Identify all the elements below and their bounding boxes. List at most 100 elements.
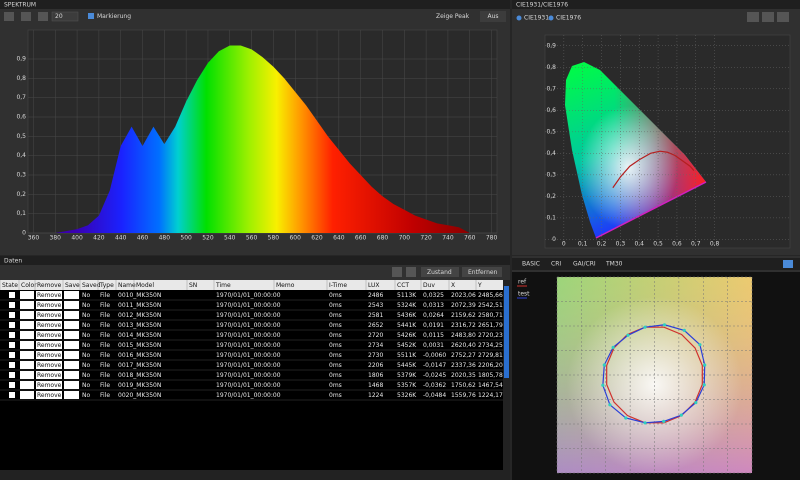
legend-label: ref — [518, 279, 527, 286]
column-header: Color — [21, 282, 37, 289]
table-cell: 2720 — [368, 332, 383, 339]
y-tick-label: 0,3 — [16, 172, 26, 179]
state-checkbox[interactable] — [9, 302, 15, 308]
table-cell: 2023,06 — [451, 292, 476, 299]
state-checkbox[interactable] — [9, 382, 15, 388]
column-header: Name — [118, 282, 136, 289]
toolbar-button[interactable] — [38, 12, 48, 21]
tab[interactable]: CIE1976 — [556, 15, 581, 22]
state-checkbox[interactable] — [9, 342, 15, 348]
color-swatch — [20, 311, 34, 319]
zoom-button[interactable] — [762, 12, 774, 22]
state-checkbox[interactable] — [9, 352, 15, 358]
export-button[interactable] — [783, 260, 793, 268]
tab-icon — [548, 15, 554, 21]
y-tick-label: 0,8 — [16, 75, 26, 82]
table-cell: 0ms — [329, 292, 342, 299]
hue-point — [682, 328, 686, 333]
count-input[interactable] — [51, 11, 79, 22]
x-tick-label: 740 — [442, 235, 454, 242]
locus-line — [612, 150, 695, 189]
column-header: Memo — [276, 282, 295, 289]
remove-button[interactable] — [36, 391, 62, 399]
table-cell: File — [100, 382, 110, 389]
table-cell: 0,0325 — [423, 292, 444, 299]
hue-point — [662, 419, 666, 423]
y-tick-label: 0 — [552, 236, 556, 243]
x-tick-label: 0 — [562, 241, 566, 248]
toolbar-button[interactable] — [4, 12, 14, 21]
state-checkbox[interactable] — [9, 392, 15, 398]
table-cell: File — [100, 392, 110, 399]
table-cell: -0,0147 — [423, 362, 446, 369]
remove-dropdown[interactable] — [462, 267, 502, 277]
table-cell: 2651,79 — [478, 322, 503, 329]
tab[interactable]: TM30 — [605, 261, 623, 268]
x-tick-label: 620 — [311, 235, 323, 242]
table-cell: 2752,27 — [451, 352, 476, 359]
table-cell: Remove — [37, 372, 62, 379]
table-cell: Remove — [37, 362, 62, 369]
tab[interactable]: GAI/CRI — [573, 261, 596, 268]
remove-button[interactable] — [36, 361, 62, 369]
remove-button[interactable] — [36, 291, 62, 299]
table-cell: File — [100, 332, 110, 339]
remove-button[interactable] — [36, 311, 62, 319]
remove-button[interactable] — [36, 341, 62, 349]
remove-button[interactable] — [36, 331, 62, 339]
table-cell: No — [82, 312, 90, 319]
state-checkbox[interactable] — [9, 362, 15, 368]
peak-toggle[interactable] — [480, 11, 506, 22]
table-cell: File — [100, 292, 110, 299]
state-checkbox[interactable] — [9, 372, 15, 378]
remove-button[interactable] — [36, 301, 62, 309]
remove-button[interactable] — [36, 351, 62, 359]
marker-icon — [88, 13, 94, 19]
table-cell: 0,0115 — [423, 332, 444, 339]
table-cell: 0ms — [329, 392, 342, 399]
hue-point — [702, 383, 706, 387]
table-cell: File — [100, 372, 110, 379]
remove-button[interactable] — [36, 371, 62, 379]
save-cell — [64, 321, 79, 329]
tab[interactable]: CIE1931 — [524, 15, 549, 22]
save-cell — [64, 351, 79, 359]
table-cell: 0014_MK350N — [118, 332, 161, 339]
state-checkbox[interactable] — [9, 322, 15, 328]
table-cell: 5441K — [397, 322, 417, 329]
tab[interactable]: CRI — [551, 261, 561, 268]
table-cell: File — [100, 302, 110, 309]
save-cell — [64, 381, 79, 389]
marker-label[interactable]: Markierung — [97, 13, 131, 20]
x-tick-label: 660 — [355, 235, 367, 242]
table-cell: No — [82, 362, 90, 369]
table-cell: 0012_MK350N — [118, 312, 161, 319]
table-cell: 2720,23 — [478, 332, 503, 339]
zoom-button[interactable] — [777, 12, 789, 22]
x-tick-label: 0,1 — [578, 241, 588, 248]
table-cell: 1468 — [368, 382, 383, 389]
panel-header — [512, 0, 800, 9]
state-checkbox[interactable] — [9, 332, 15, 338]
zoom-button[interactable] — [747, 12, 759, 22]
x-tick-label: 580 — [268, 235, 280, 242]
color-swatch — [20, 391, 34, 399]
scrollbar-thumb[interactable] — [504, 286, 509, 378]
color-swatch — [20, 301, 34, 309]
font-button[interactable] — [392, 267, 402, 277]
table-cell: 0ms — [329, 302, 342, 309]
state-dropdown[interactable] — [421, 267, 459, 277]
table-cell: Remove — [37, 352, 62, 359]
table-cell: 2543 — [368, 302, 383, 309]
y-tick-label: 0,6 — [546, 107, 556, 114]
tab[interactable]: BASIC — [522, 261, 540, 268]
state-checkbox[interactable] — [9, 312, 15, 318]
hue-point — [624, 416, 628, 420]
remove-button[interactable] — [36, 381, 62, 389]
state-checkbox[interactable] — [9, 292, 15, 298]
toolbar-button[interactable] — [21, 12, 31, 21]
column-header: Y — [477, 282, 482, 289]
remove-button[interactable] — [36, 321, 62, 329]
tab-icon — [516, 15, 522, 21]
font-button[interactable] — [406, 267, 416, 277]
